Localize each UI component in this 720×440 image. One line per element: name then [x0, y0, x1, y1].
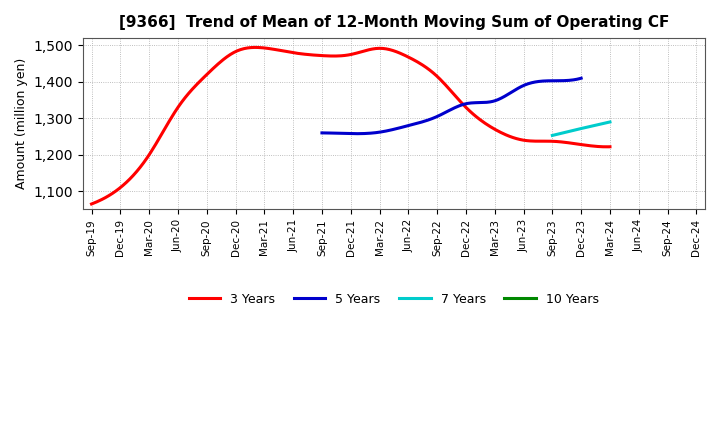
5 Years — [472, 100, 480, 105]
5 Years — [477, 100, 486, 105]
7 Years — [548, 133, 557, 138]
3 Years — [89, 201, 98, 206]
3 Years — [251, 45, 259, 50]
5 Years — [537, 79, 546, 84]
3 Years — [606, 144, 614, 150]
5 Years — [351, 131, 360, 136]
3 Years — [406, 55, 415, 61]
3 Years — [396, 51, 405, 56]
3 Years — [87, 202, 96, 207]
3 Years — [526, 138, 534, 143]
Line: 5 Years: 5 Years — [322, 78, 581, 134]
7 Years — [577, 126, 585, 131]
Title: [9366]  Trend of Mean of 12-Month Moving Sum of Operating CF: [9366] Trend of Mean of 12-Month Moving … — [119, 15, 669, 30]
5 Years — [473, 100, 482, 105]
3 Years — [397, 51, 406, 57]
7 Years — [606, 119, 614, 125]
3 Years — [559, 139, 567, 145]
5 Years — [554, 78, 562, 84]
Line: 3 Years: 3 Years — [91, 48, 610, 204]
5 Years — [577, 76, 585, 81]
Line: 7 Years: 7 Years — [552, 122, 610, 136]
Legend: 3 Years, 5 Years, 7 Years, 10 Years: 3 Years, 5 Years, 7 Years, 10 Years — [184, 288, 603, 311]
5 Years — [318, 130, 326, 136]
5 Years — [318, 130, 327, 136]
Y-axis label: Amount (million yen): Amount (million yen) — [15, 58, 28, 189]
